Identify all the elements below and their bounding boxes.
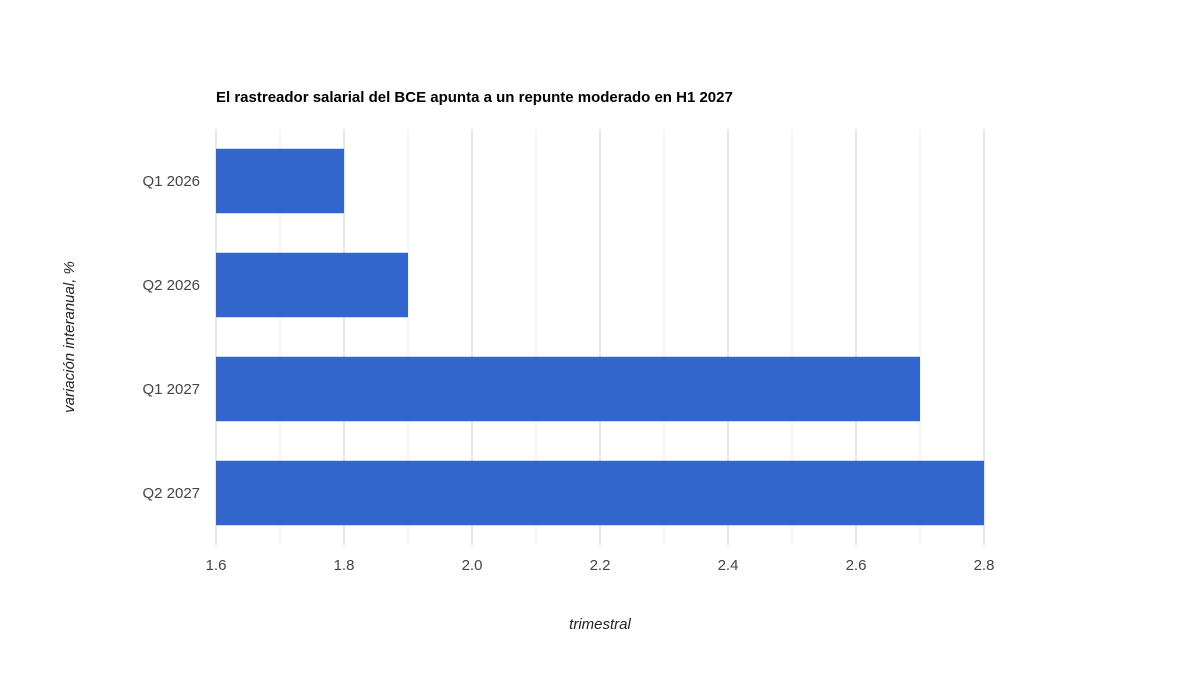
x-tick-labels: 1.6 1.8 2.0 2.2 2.4 2.6 2.8 (206, 557, 995, 574)
x-tick-label: 2.8 (974, 557, 995, 574)
y-tick-labels: Q1 2026 Q2 2026 Q1 2027 Q2 2027 (142, 173, 200, 502)
bar (216, 148, 344, 214)
y-axis-label: variación interanual, % (61, 261, 78, 413)
bar (216, 356, 920, 422)
chart-title: El rastreador salarial del BCE apunta a … (216, 89, 733, 106)
x-tick-label: 2.2 (590, 557, 611, 574)
bars (216, 148, 984, 526)
x-tick-label: 2.4 (718, 557, 739, 574)
y-tick-label: Q2 2026 (142, 277, 200, 294)
y-tick-label: Q1 2026 (142, 173, 200, 190)
y-tick-label: Q1 2027 (142, 381, 200, 398)
y-tick-label: Q2 2027 (142, 485, 200, 502)
x-tick-label: 2.0 (462, 557, 483, 574)
x-axis-label: trimestral (569, 616, 631, 633)
x-tick-label: 1.6 (206, 557, 227, 574)
x-tick-label: 2.6 (846, 557, 867, 574)
bar (216, 252, 408, 318)
bar (216, 460, 984, 526)
x-tick-label: 1.8 (334, 557, 355, 574)
